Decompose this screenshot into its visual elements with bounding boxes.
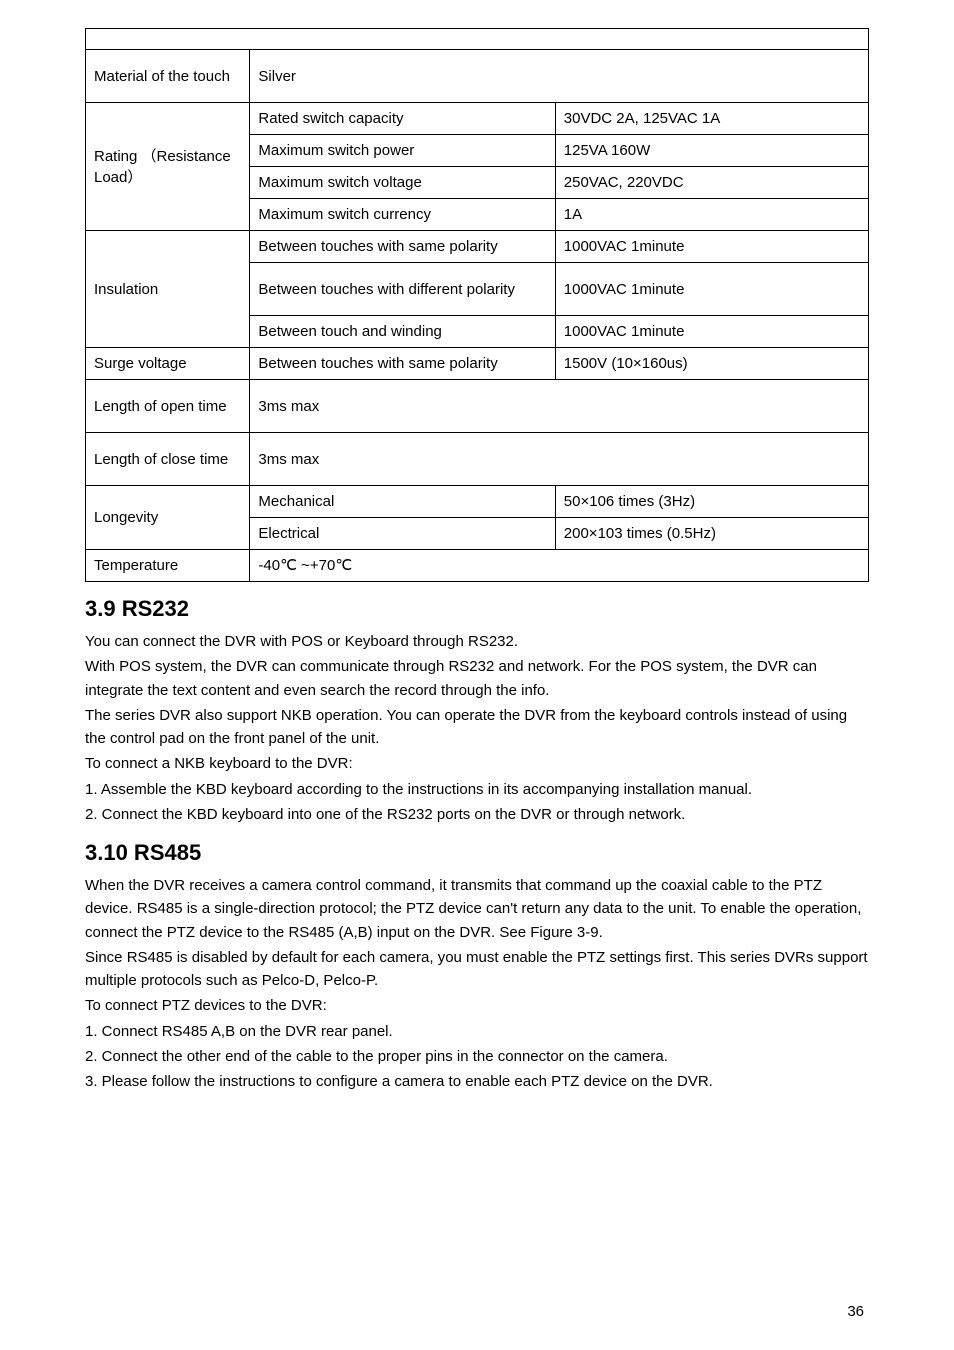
cell: 125VA 160W [555,135,868,167]
cell: Between touches with same polarity [250,348,555,380]
row-insulation-label: Insulation [86,231,250,348]
paragraph: When the DVR receives a camera control c… [85,874,869,944]
cell: 1500V (10×160us) [555,348,868,380]
row-close-label: Length of close time [86,433,250,486]
spec-table: Material of the touch Silver Rating （Res… [85,28,869,582]
paragraph: With POS system, the DVR can communicate… [85,655,869,702]
cell: 1000VAC 1minute [555,263,868,316]
row-material-value: Silver [250,50,869,103]
paragraph: 1. Assemble the KBD keyboard according t… [85,778,869,801]
row-material-label: Material of the touch [86,50,250,103]
cell: 250VAC, 220VDC [555,167,868,199]
paragraph: To connect a NKB keyboard to the DVR: [85,752,869,775]
cell: 1000VAC 1minute [555,316,868,348]
row-temp-label: Temperature [86,550,250,582]
paragraph: 1. Connect RS485 A,B on the DVR rear pan… [85,1020,869,1043]
row-surge-label: Surge voltage [86,348,250,380]
cell: 30VDC 2A, 125VAC 1A [555,103,868,135]
page-number: 36 [847,1303,864,1320]
paragraph: The series DVR also support NKB operatio… [85,704,869,751]
cell: Maximum switch voltage [250,167,555,199]
cell: Electrical [250,518,555,550]
row-open-label: Length of open time [86,380,250,433]
paragraph: Since RS485 is disabled by default for e… [85,946,869,993]
heading-3-9: 3.9 RS232 [85,596,869,622]
cell: 1A [555,199,868,231]
row-longevity-label: Longevity [86,486,250,550]
cell: 1000VAC 1minute [555,231,868,263]
cell: Between touch and winding [250,316,555,348]
cell: Between touches with different polarity [250,263,555,316]
cell: Mechanical [250,486,555,518]
cell: Between touches with same polarity [250,231,555,263]
paragraph: You can connect the DVR with POS or Keyb… [85,630,869,653]
cell: -40℃ ~+70℃ [250,550,869,582]
cell: Rated switch capacity [250,103,555,135]
cell: Maximum switch power [250,135,555,167]
cell: 200×103 times (0.5Hz) [555,518,868,550]
cell: 50×106 times (3Hz) [555,486,868,518]
cell: 3ms max [250,433,869,486]
cell: 3ms max [250,380,869,433]
row-rating-label: Rating （Resistance Load） [86,103,250,231]
paragraph: 3. Please follow the instructions to con… [85,1070,869,1093]
paragraph: To connect PTZ devices to the DVR: [85,994,869,1017]
heading-3-10: 3.10 RS485 [85,840,869,866]
paragraph: 2. Connect the other end of the cable to… [85,1045,869,1068]
cell: Maximum switch currency [250,199,555,231]
paragraph: 2. Connect the KBD keyboard into one of … [85,803,869,826]
